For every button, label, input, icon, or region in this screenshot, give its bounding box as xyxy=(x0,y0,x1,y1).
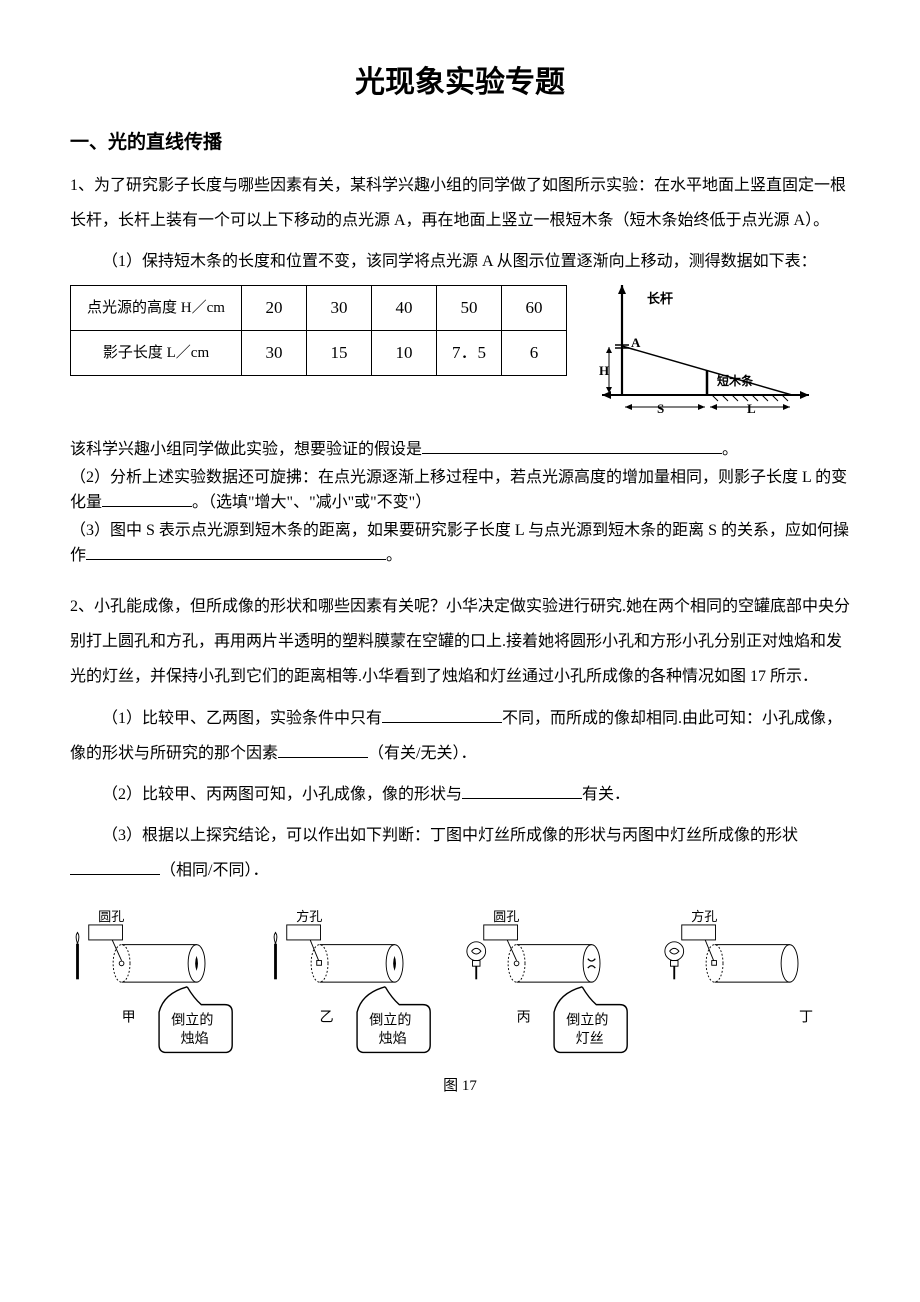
fig-yi: 方孔 倒立的 烛焰 乙 xyxy=(268,899,456,1069)
q1-part1: （1）保持短木条的长度和位置不变，该同学将点光源 A 从图示位置逐渐向上移动，测… xyxy=(70,244,850,279)
q2-p3a: （3）根据以上探究结论，可以作出如下判断：丁图中灯丝所成像的形状与丙图中灯丝所成… xyxy=(102,827,798,844)
blank xyxy=(422,437,722,454)
section-heading-1: 一、光的直线传播 xyxy=(70,129,850,158)
q2-p1c: （有关/无关）． xyxy=(368,745,476,762)
table-row: 点光源的高度 H／cm 20 30 40 50 60 xyxy=(71,286,567,331)
svg-text:灯丝: 灯丝 xyxy=(576,1031,604,1047)
cell-L-4: 6 xyxy=(502,331,567,376)
q1-p3b: 。 xyxy=(386,547,402,564)
q1-part3: （3）图中 S 表示点光源到短木条的距离，如果要研究影子长度 L 与点光源到短木… xyxy=(70,518,850,569)
cell-L-1: 15 xyxy=(307,331,372,376)
table-and-diagram-row: 点光源的高度 H／cm 20 30 40 50 60 影子长度 L／cm 30 … xyxy=(70,285,850,425)
svg-text:圆孔: 圆孔 xyxy=(98,909,124,924)
q2-part2: （2）比较甲、丙两图可知，小孔成像，像的形状与 有关． xyxy=(70,777,850,812)
blank xyxy=(462,782,582,799)
fig-jia: 圆孔 倒立的 烛焰 甲 xyxy=(70,899,258,1069)
fig-ding: 方孔 丁 xyxy=(663,899,851,1069)
svg-text:倒立的: 倒立的 xyxy=(171,1012,213,1028)
q1-hypothesis: 该科学兴趣小组同学做此实验，想要验证的假设是 。 xyxy=(70,437,850,463)
svg-text:L: L xyxy=(747,401,756,416)
q1-after1: 该科学兴趣小组同学做此实验，想要验证的假设是 xyxy=(70,441,422,458)
q2-p2b: 有关． xyxy=(582,786,630,803)
svg-text:甲: 甲 xyxy=(122,1009,136,1025)
svg-text:H: H xyxy=(599,363,609,378)
figure-17-caption: 图 17 xyxy=(70,1075,850,1098)
q2-part1: （1）比较甲、乙两图，实验条件中只有不同，而所成的像却相同.由此可知：小孔成像，… xyxy=(70,701,850,771)
svg-text:丙: 丙 xyxy=(517,1009,531,1025)
blank xyxy=(102,490,192,507)
cell-H-2: 40 xyxy=(372,286,437,331)
q1-part2: （2）分析上述实验数据还可旋拂：在点光源逐渐上移过程中，若点光源高度的增加量相同… xyxy=(70,465,850,516)
q1-intro: 1、为了研究影子长度与哪些因素有关，某科学兴趣小组的同学做了如图所示实验：在水平… xyxy=(70,168,850,238)
cell-L-2: 10 xyxy=(372,331,437,376)
q2-p1a: （1）比较甲、乙两图，实验条件中只有 xyxy=(102,710,382,727)
svg-text:S: S xyxy=(657,401,664,416)
q2-p3b: （相同/不同）． xyxy=(160,862,268,879)
cell-H-3: 50 xyxy=(437,286,502,331)
q2-intro: 2、小孔能成像，但所成像的形状和哪些因素有关呢？小华决定做实验进行研究.她在两个… xyxy=(70,589,850,695)
table-row: 影子长度 L／cm 30 15 10 7．5 6 xyxy=(71,331,567,376)
cell-L-3: 7．5 xyxy=(437,331,502,376)
page-title: 光现象实验专题 xyxy=(70,60,850,105)
blank xyxy=(278,741,368,758)
blank xyxy=(70,858,160,875)
svg-text:倒立的: 倒立的 xyxy=(566,1012,608,1028)
svg-text:烛焰: 烛焰 xyxy=(181,1031,209,1047)
svg-text:短木条: 短木条 xyxy=(717,373,754,388)
svg-text:乙: 乙 xyxy=(319,1009,333,1025)
figure-17-row: 圆孔 倒立的 烛焰 甲 方孔 xyxy=(70,899,850,1069)
q2-part3: （3）根据以上探究结论，可以作出如下判断：丁图中灯丝所成像的形状与丙图中灯丝所成… xyxy=(70,818,850,888)
blank xyxy=(86,543,386,560)
cell-H-4: 60 xyxy=(502,286,567,331)
q1-after1-tail: 。 xyxy=(722,441,738,458)
q1-p1-text: （1）保持短木条的长度和位置不变，该同学将点光源 A 从图示位置逐渐向上移动，测… xyxy=(102,253,817,270)
svg-text:倒立的: 倒立的 xyxy=(369,1012,411,1028)
cell-H-0: 20 xyxy=(242,286,307,331)
blank xyxy=(382,706,502,723)
q2-p2a: （2）比较甲、丙两图可知，小孔成像，像的形状与 xyxy=(102,786,462,803)
svg-text:方孔: 方孔 xyxy=(296,909,322,924)
svg-text:A: A xyxy=(631,335,641,350)
row1-label: 点光源的高度 H／cm xyxy=(71,286,242,331)
cell-H-1: 30 xyxy=(307,286,372,331)
row2-label: 影子长度 L／cm xyxy=(71,331,242,376)
data-table: 点光源的高度 H／cm 20 30 40 50 60 影子长度 L／cm 30 … xyxy=(70,285,567,376)
cell-L-0: 30 xyxy=(242,331,307,376)
svg-text:圆孔: 圆孔 xyxy=(493,909,519,924)
pole-shadow-diagram: 长杆 A H S L 短木条 xyxy=(587,285,817,425)
q1-p2b: 。（选填"增大"、"减小"或"不变"） xyxy=(192,494,431,511)
svg-text:方孔: 方孔 xyxy=(691,909,717,924)
svg-text:丁: 丁 xyxy=(798,1009,812,1025)
fig-bing: 圆孔 倒立的 灯丝 丙 xyxy=(465,899,653,1069)
svg-text:长杆: 长杆 xyxy=(647,291,673,306)
svg-text:烛焰: 烛焰 xyxy=(378,1031,406,1047)
